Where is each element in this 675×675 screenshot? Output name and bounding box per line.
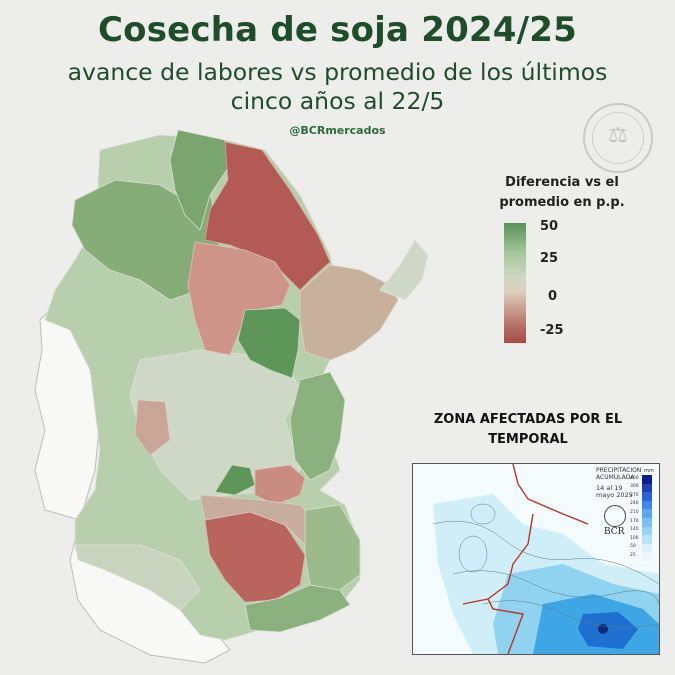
legend-title: Diferencia vs el promedio en p.p. [493, 173, 631, 213]
map-region-pale-west [74, 544, 201, 611]
page-subtitle: avance de labores vs promedio de los últ… [0, 58, 675, 116]
inset-caption-line-4: mayo 2025 [596, 491, 633, 499]
inset-bcr-label: BCR [604, 527, 625, 537]
subtitle-line-2: cinco años al 22/5 [230, 87, 445, 115]
subtitle-line-1: avance de labores vs promedio de los últ… [67, 58, 608, 86]
page-title: Cosecha de soja 2024/25 [98, 10, 577, 50]
map-region-green-patch [214, 464, 256, 496]
legend-title-line-2: promedio en p.p. [499, 195, 625, 210]
map-region-red-chaco [204, 141, 331, 291]
legend-color-bar [504, 223, 526, 343]
inset-caption: PRECIPITACION ACUMULADA 14 al 19 mayo 20… [596, 467, 641, 499]
legend-title-line-1: Diferencia vs el [505, 175, 619, 190]
legend-tick-50: 50 [540, 219, 559, 234]
social-handle: @BCRmercados [289, 124, 386, 137]
map-region-tan-corrientes [299, 264, 399, 361]
map-region-green-entrerios [289, 371, 346, 481]
map-region-pink-cordoba [134, 399, 171, 456]
map-region-green-coast [304, 504, 361, 591]
precipitation-inset-map [412, 463, 660, 655]
legend-tick-25: 25 [540, 251, 559, 266]
inset-caption-line-1: PRECIPITACION [596, 467, 642, 474]
inset-bcr-badge [604, 505, 626, 527]
inset-title: ZONA AFECTADAS POR EL TEMPORAL [420, 410, 636, 450]
inset-caption-line-2: ACUMULADA [596, 474, 635, 481]
inset-precip-scale [642, 475, 652, 561]
map-region-pink-rosario [254, 464, 306, 506]
legend-tick-minus-25: -25 [540, 323, 564, 338]
inset-title-line-1: ZONA AFECTADAS POR EL [433, 412, 623, 427]
rain-zone-extreme [578, 612, 638, 649]
inset-caption-line-3: 14 al 19 [596, 484, 623, 492]
province-border [462, 464, 589, 654]
isohyet-lines [432, 503, 659, 628]
map-region-misiones [379, 239, 429, 301]
map-region-green-south [244, 584, 351, 633]
map-region-green-santafe [237, 307, 301, 379]
legend-tick-0: 0 [548, 289, 558, 304]
inset-title-line-2: TEMPORAL [488, 432, 568, 447]
inset-unit-label: mm [644, 468, 654, 474]
bcr-seal-logo: ⚖ [583, 103, 653, 173]
